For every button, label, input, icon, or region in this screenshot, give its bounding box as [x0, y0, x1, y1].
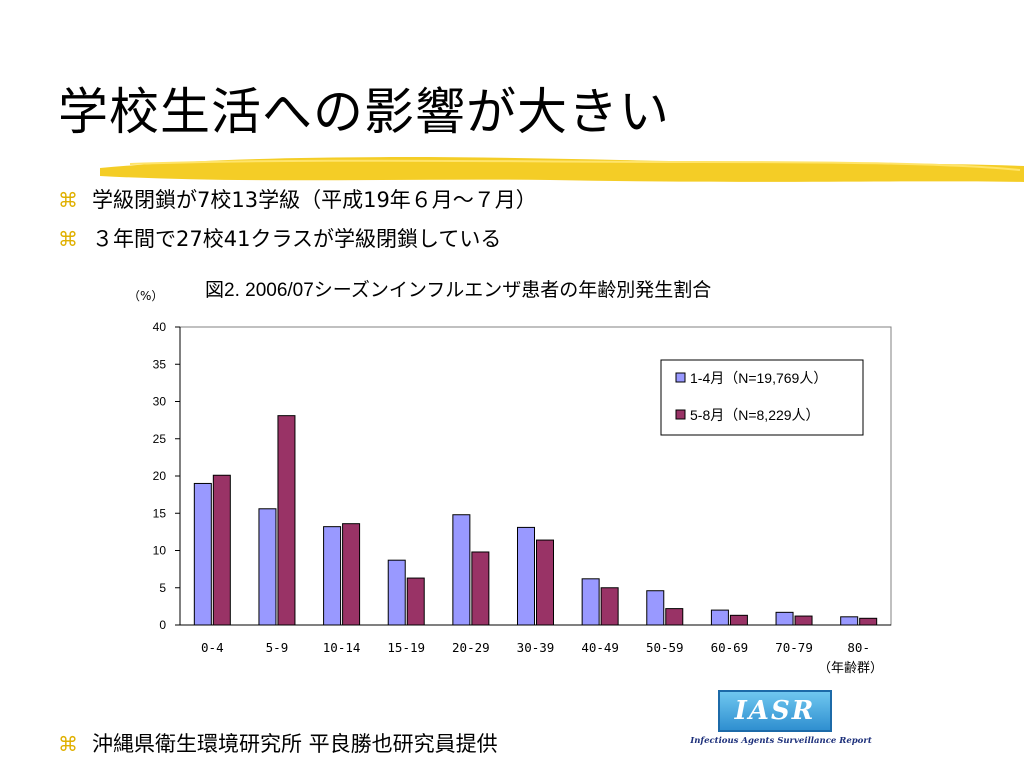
- y-tick-label: 25: [153, 432, 167, 446]
- bar-jan-apr-70-79: [775, 611, 794, 626]
- credit-line: ⌘ 沖縄県衛生環境研究所 平良勝也研究員提供: [58, 730, 498, 758]
- legend-label: 5-8月（N=8,229人）: [690, 407, 820, 423]
- iasr-logo: IASR Infectious Agents Surveillance Repo…: [676, 690, 886, 752]
- title-highlight-stroke: [100, 157, 1024, 182]
- bar-may-aug-30-39: [536, 539, 554, 626]
- bar-jan-apr-5-9: [258, 508, 277, 626]
- x-tick-label: 5-9: [266, 640, 289, 655]
- bullet-text: 学級閉鎖が7校13学級（平成19年６月～７月）: [92, 188, 537, 212]
- bar-may-aug-5-9: [277, 415, 296, 626]
- bar-jan-apr-15-19: [387, 559, 406, 626]
- x-tick-label: 40-49: [581, 640, 619, 655]
- bar-may-aug-0-4: [212, 474, 231, 626]
- bar-may-aug-40-49: [600, 587, 619, 626]
- y-tick-label: 10: [153, 544, 167, 558]
- bar-may-aug-15-19: [406, 577, 425, 626]
- age-distribution-bar-chart: 図2. 2006/07シーズンインフルエンザ患者の年齢別発生割合 （%） 0 5 1…: [128, 279, 892, 676]
- legend-swatch: [675, 372, 686, 383]
- bar-jan-apr-0-4: [193, 482, 212, 626]
- bar-jan-apr-30-39: [517, 526, 535, 626]
- credit-text: 沖縄県衛生環境研究所 平良勝也研究員提供: [92, 732, 498, 756]
- x-tick-label: 20-29: [452, 640, 490, 655]
- y-tick-label: 30: [153, 395, 167, 409]
- y-tick-label: 15: [153, 506, 167, 520]
- x-tick-label: 10-14: [323, 640, 361, 655]
- x-tick-label: 0-4: [201, 640, 224, 655]
- bar-jan-apr-60-69: [710, 609, 729, 626]
- bar-may-aug-10-14: [342, 523, 361, 626]
- legend-box: [660, 359, 864, 436]
- y-axis: 0 5 10 15 20 25 30 35 40: [153, 320, 181, 632]
- bullet-icon: ⌘: [58, 227, 78, 251]
- y-tick-label: 20: [153, 469, 167, 483]
- y-tick-label: 0: [159, 618, 166, 632]
- bullet-class-closures: ⌘ 学級閉鎖が7校13学級（平成19年６月～７月）: [58, 186, 537, 214]
- legend-label: 1-4月（N=19,769人）: [690, 370, 827, 386]
- slide-title: 学校生活への影響が大きい: [58, 83, 670, 141]
- x-tick-label: 60-69: [711, 640, 749, 655]
- x-tick-label: 80-: [847, 640, 870, 655]
- bullet-text: ３年間で27校41クラスが学級閉鎖している: [92, 227, 502, 251]
- bar-may-aug-50-59: [665, 608, 684, 626]
- bar-series: [193, 415, 878, 626]
- bar-may-aug-60-69: [729, 614, 748, 626]
- bar-may-aug-70-79: [794, 615, 813, 626]
- iasr-logo-mark: IASR: [718, 690, 832, 732]
- x-tick-label: 70-79: [775, 640, 813, 655]
- bar-may-aug-80-: [859, 617, 878, 626]
- chart-legend: 1-4月（N=19,769人） 5-8月（N=8,229人）: [660, 359, 864, 436]
- bullet-icon: ⌘: [58, 732, 78, 756]
- legend-swatch: [675, 409, 686, 420]
- bar-jan-apr-20-29: [452, 514, 471, 626]
- y-tick-label: 5: [159, 581, 166, 595]
- y-axis-label: （%）: [128, 289, 163, 303]
- chart-container: 図2. 2006/07シーズンインフルエンザ患者の年齢別発生割合 （%） 0 5 1…: [0, 270, 1024, 690]
- chart-title: 図2. 2006/07シーズンインフルエンザ患者の年齢別発生割合: [205, 279, 711, 301]
- x-tick-label: 30-39: [517, 640, 555, 655]
- x-tick-label: 15-19: [387, 640, 425, 655]
- y-tick-label: 35: [153, 357, 167, 371]
- x-axis-label: （年齢群）: [818, 661, 883, 676]
- x-tick-label: 50-59: [646, 640, 684, 655]
- bullet-three-year-closures: ⌘ ３年間で27校41クラスが学級閉鎖している: [58, 225, 501, 253]
- bar-jan-apr-40-49: [581, 578, 600, 626]
- bar-may-aug-20-29: [471, 551, 490, 626]
- iasr-logo-subtitle: Infectious Agents Surveillance Report: [690, 736, 872, 746]
- bullet-icon: ⌘: [58, 188, 78, 212]
- bar-jan-apr-10-14: [323, 526, 342, 626]
- x-axis: 0-4 5-9 10-14 15-19 20-29 30-39 40-49 50-59 60-6…: [180, 624, 891, 655]
- bar-jan-apr-50-59: [646, 590, 665, 626]
- bar-jan-apr-80-: [840, 616, 859, 626]
- y-tick-label: 40: [153, 320, 167, 334]
